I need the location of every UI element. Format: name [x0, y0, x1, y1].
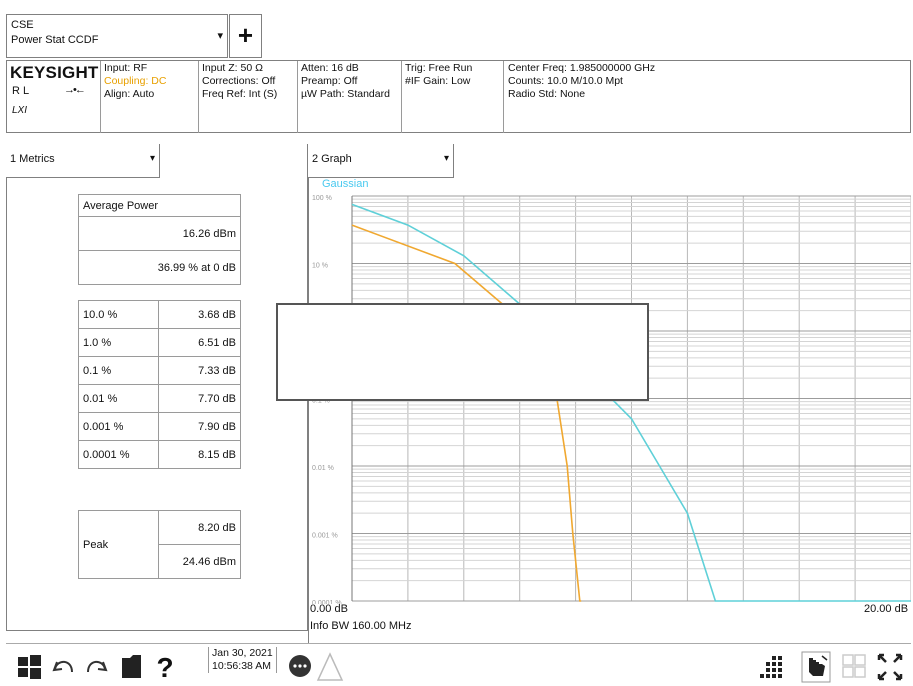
remote-local-indicator: R L [12, 85, 30, 97]
percent-cell: 10.0 % [78, 300, 159, 329]
db-cell: 6.51 dB [158, 328, 241, 357]
chevron-down-icon: ▾ [443, 153, 449, 164]
frequency-settings[interactable]: Center Freq: 1.985000000 GHz Counts: 10.… [508, 62, 655, 101]
input-arrow-icon: →•← [64, 84, 86, 96]
fullscreen-icon[interactable] [874, 650, 906, 684]
peak-table: Peak 8.20 dB 24.46 dBm [78, 510, 241, 579]
x-axis-end-label: 20.00 dB [864, 603, 909, 615]
y-tick-label: 100 % [312, 195, 332, 202]
db-cell: 7.33 dB [158, 356, 241, 385]
time-text: 10:56:38 AM [212, 660, 271, 672]
percent-cell: 0.001 % [78, 412, 159, 441]
info-bw-label: Info BW 160.00 MHz [310, 620, 412, 632]
table-row: 0.0001 % 8.15 dB [78, 440, 241, 469]
y-tick-label: 10 % [312, 263, 328, 270]
help-icon[interactable]: ? [150, 650, 180, 684]
db-cell: 3.68 dB [158, 300, 241, 329]
radio-std-value: Radio Std: None [508, 88, 586, 100]
db-cell: 7.90 dB [158, 412, 241, 441]
y-tick-label: 0.0001 % [312, 600, 342, 604]
taskbar [6, 643, 911, 686]
overlay-dialog[interactable] [276, 303, 649, 401]
logo: KEYSIGHT [10, 63, 99, 82]
if-gain-value: #IF Gain: Low [405, 75, 471, 87]
svg-text:?: ? [156, 652, 173, 683]
undo-icon[interactable] [48, 650, 78, 684]
y-tick-label: 0.01 % [312, 465, 334, 472]
chevron-down-icon: ▾ [217, 30, 223, 42]
input-settings[interactable]: Input: RF Coupling: DC Align: Auto [104, 62, 166, 101]
trigger-settings[interactable]: Trig: Free Run #IF Gain: Low [405, 62, 472, 88]
metrics-window-label: 1 Metrics [10, 153, 55, 165]
percent-cell: 1.0 % [78, 328, 159, 357]
settings-panel[interactable] [6, 60, 911, 133]
input-z-value: Input Z: 50 Ω [202, 62, 263, 74]
mode-label: CSE [11, 19, 34, 31]
table-row: 0.001 % 7.90 dB [78, 412, 241, 441]
coupling-value: Coupling: DC [104, 75, 167, 87]
center-freq-value: Center Freq: 1.985000000 GHz [508, 62, 656, 74]
ccdf-percent-table: 10.0 % 3.68 dB 1.0 % 6.51 dB 0.1 % 7.33 dB … [78, 300, 241, 469]
graph-window-label: 2 Graph [312, 153, 352, 165]
db-cell: 8.15 dB [158, 440, 241, 469]
add-screen-button[interactable]: + [229, 14, 262, 58]
y-tick-label: 0.1 % [312, 398, 330, 405]
windows-start-icon[interactable] [14, 650, 44, 684]
y-tick-label: 0.001 % [312, 533, 338, 540]
percent-cell: 0.0001 % [78, 440, 159, 469]
table-row: 0.1 % 7.33 dB [78, 356, 241, 385]
measured-trace [351, 224, 582, 602]
message-icon[interactable] [285, 650, 315, 684]
table-row: 0.01 % 7.70 dB [78, 384, 241, 413]
x-axis-start-label: 0.00 dB [310, 603, 348, 615]
average-power-title: Average Power [78, 194, 241, 217]
lxi-indicator: LXI [12, 105, 28, 116]
average-power-dbm: 16.26 dBm [78, 216, 241, 251]
table-row: 1.0 % 6.51 dB [78, 328, 241, 357]
mode-selector[interactable]: CSE Power Stat CCDF ▾ [6, 14, 228, 58]
corrections-value: Corrections: Off [202, 75, 276, 87]
freq-ref-value: Freq Ref: Int (S) [202, 88, 278, 100]
date-text: Jan 30, 2021 [212, 647, 273, 659]
window-grid-icon[interactable] [838, 650, 870, 684]
impedance-settings[interactable]: Input Z: 50 Ω Corrections: Off Freq Ref:… [202, 62, 277, 101]
average-power-percent: 36.99 % at 0 dB [78, 250, 241, 285]
uw-path-value: µW Path: Standard [301, 88, 390, 100]
keypad-icon[interactable] [758, 650, 790, 684]
measurement-label: Power Stat CCDF [11, 34, 99, 46]
file-folder-icon[interactable] [116, 650, 146, 684]
attenuation-settings[interactable]: Atten: 16 dB Preamp: Off µW Path: Standa… [301, 62, 390, 101]
preamp-value: Preamp: Off [301, 75, 358, 87]
graph-window-selector[interactable]: 2 Graph ▾ [308, 144, 454, 178]
table-row: 10.0 % 3.68 dB [78, 300, 241, 329]
peak-db: 8.20 dB [158, 510, 241, 545]
atten-value: Atten: 16 dB [301, 62, 359, 74]
date-time: Jan 30, 2021 10:56:38 AM [208, 647, 277, 673]
metrics-window-selector[interactable]: 1 Metrics ▾ [6, 144, 160, 178]
percent-cell: 0.01 % [78, 384, 159, 413]
redo-icon[interactable] [82, 650, 112, 684]
align-value: Align: Auto [104, 88, 155, 100]
warning-icon[interactable] [316, 650, 344, 684]
peak-dbm: 24.46 dBm [158, 544, 241, 579]
chevron-down-icon: ▾ [149, 153, 155, 164]
average-power-table: Average Power 16.26 dBm 36.99 % at 0 dB [78, 194, 241, 285]
input-value: Input: RF [104, 62, 148, 74]
percent-cell: 0.1 % [78, 356, 159, 385]
db-cell: 7.70 dB [158, 384, 241, 413]
legend-gaussian: Gaussian [322, 178, 369, 190]
counts-value: Counts: 10.0 M/10.0 Mpt [508, 75, 623, 87]
peak-label: Peak [78, 510, 159, 579]
touch-icon[interactable] [800, 650, 832, 684]
trig-value: Trig: Free Run [405, 62, 473, 74]
